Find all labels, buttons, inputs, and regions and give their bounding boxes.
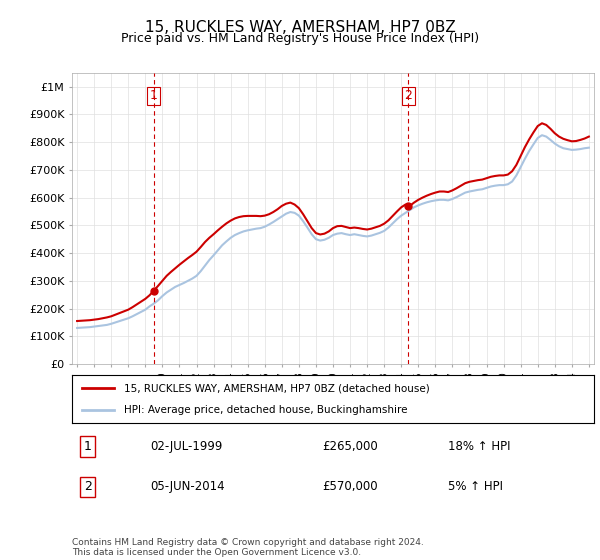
Text: Price paid vs. HM Land Registry's House Price Index (HPI): Price paid vs. HM Land Registry's House … [121,32,479,45]
Text: 05-JUN-2014: 05-JUN-2014 [151,480,225,493]
Text: 5% ↑ HPI: 5% ↑ HPI [448,480,503,493]
Text: Contains HM Land Registry data © Crown copyright and database right 2024.
This d: Contains HM Land Registry data © Crown c… [72,538,424,557]
Text: £265,000: £265,000 [323,440,379,453]
Text: 18% ↑ HPI: 18% ↑ HPI [448,440,511,453]
Text: 15, RUCKLES WAY, AMERSHAM, HP7 0BZ (detached house): 15, RUCKLES WAY, AMERSHAM, HP7 0BZ (deta… [124,383,430,393]
Text: 02-JUL-1999: 02-JUL-1999 [151,440,223,453]
Text: 1: 1 [150,90,158,102]
Text: 2: 2 [404,90,412,102]
Text: 2: 2 [84,480,92,493]
Text: HPI: Average price, detached house, Buckinghamshire: HPI: Average price, detached house, Buck… [124,405,408,415]
Text: £570,000: £570,000 [323,480,378,493]
Text: 15, RUCKLES WAY, AMERSHAM, HP7 0BZ: 15, RUCKLES WAY, AMERSHAM, HP7 0BZ [145,20,455,35]
Text: 1: 1 [84,440,92,453]
